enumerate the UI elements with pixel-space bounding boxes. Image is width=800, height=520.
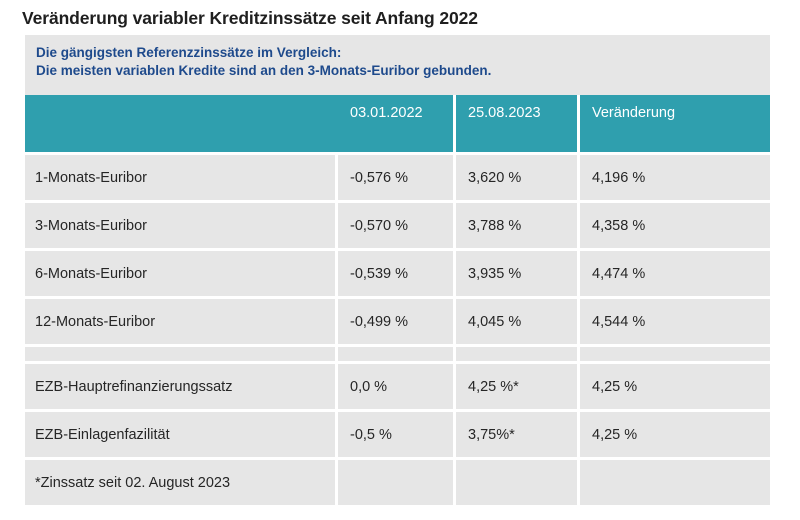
rate-2022: -0,5 % [338,412,456,460]
rate-2022: -0,570 % [338,203,456,251]
header-date-2023: 25.08.2023 [456,95,580,155]
rate-2023: 3,935 % [456,251,580,299]
footnote-row: *Zinssatz seit 02. August 2023 [25,460,770,508]
header-date-2022: 03.01.2022 [338,95,456,155]
rate-2023: 4,25 %* [456,364,580,412]
spacer-cell [580,347,770,364]
rate-2022: -0,576 % [338,155,456,203]
table-row: 1-Monats-Euribor -0,576 % 3,620 % 4,196 … [25,155,770,203]
table-row: 12-Monats-Euribor -0,499 % 4,045 % 4,544… [25,299,770,347]
rate-name: 1-Monats-Euribor [25,155,338,203]
footnote-empty-cell [456,460,580,508]
spacer-cell [25,347,338,364]
rate-2023: 3,620 % [456,155,580,203]
rate-name: EZB-Hauptrefinanzierungssatz [25,364,338,412]
rate-2022: 0,0 % [338,364,456,412]
page-title: Veränderung variabler Kreditzinssätze se… [22,8,478,28]
subtitle-line-2: Die meisten variablen Kredite sind an de… [36,63,492,78]
rate-name: 3-Monats-Euribor [25,203,338,251]
spacer-cell [338,347,456,364]
rate-2023: 4,045 % [456,299,580,347]
rate-name: 6-Monats-Euribor [25,251,338,299]
rate-change: 4,25 % [580,412,770,460]
subtitle-line-1: Die gängigsten Referenzzinssätze im Verg… [36,45,342,60]
footnote-empty-cell [580,460,770,508]
rate-name: 12-Monats-Euribor [25,299,338,347]
table-row: 6-Monats-Euribor -0,539 % 3,935 % 4,474 … [25,251,770,299]
rate-change: 4,474 % [580,251,770,299]
rate-2023: 3,788 % [456,203,580,251]
spacer-cell [456,347,580,364]
rates-table: 03.01.2022 25.08.2023 Veränderung 1-Mona… [25,95,770,508]
rate-change: 4,358 % [580,203,770,251]
rate-name: EZB-Einlagenfazilität [25,412,338,460]
subtitle: Die gängigsten Referenzzinssätze im Verg… [36,44,491,80]
header-cell-empty [25,95,338,155]
rate-2022: -0,539 % [338,251,456,299]
table-row: 3-Monats-Euribor -0,570 % 3,788 % 4,358 … [25,203,770,251]
footnote-empty-cell [338,460,456,508]
rate-change: 4,25 % [580,364,770,412]
table-header-row: 03.01.2022 25.08.2023 Veränderung [25,95,770,155]
rate-change: 4,544 % [580,299,770,347]
table-row: EZB-Einlagenfazilität -0,5 % 3,75%* 4,25… [25,412,770,460]
rate-change: 4,196 % [580,155,770,203]
footnote: *Zinssatz seit 02. August 2023 [25,460,338,508]
header-change: Veränderung [580,95,770,155]
rate-2022: -0,499 % [338,299,456,347]
spacer-row [25,347,770,364]
table-row: EZB-Hauptrefinanzierungssatz 0,0 % 4,25 … [25,364,770,412]
rates-panel: Die gängigsten Referenzzinssätze im Verg… [25,35,770,508]
rate-2023: 3,75%* [456,412,580,460]
